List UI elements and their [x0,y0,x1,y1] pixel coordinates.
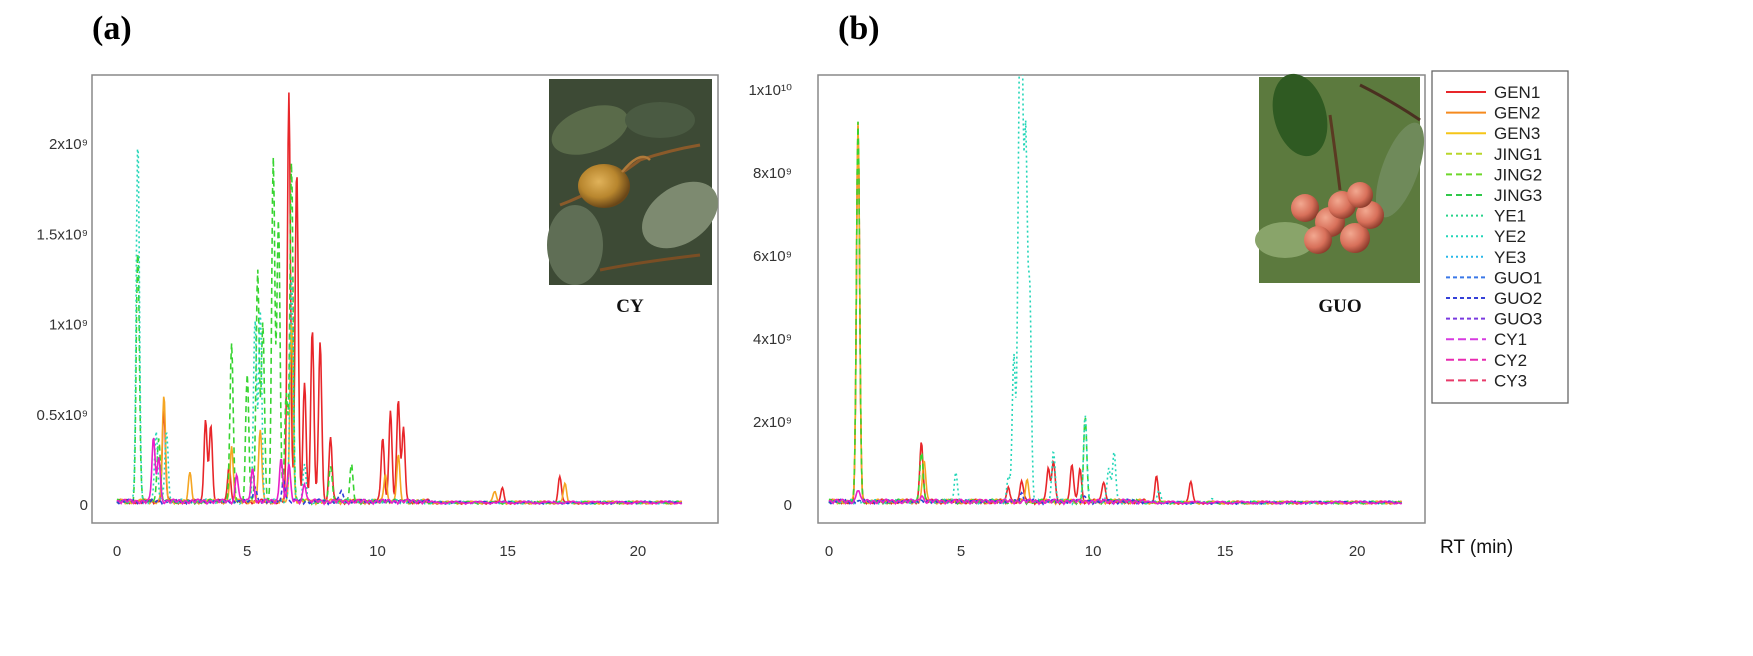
fruit-photo-guo-icon [1255,73,1425,283]
plot-a-area [116,92,683,506]
fruit-photo-cy-icon [547,79,718,285]
legend-label-ye1: YE1 [1494,207,1526,226]
legend-label-jing1: JING1 [1494,145,1542,164]
x-tick-label: 20 [630,543,647,560]
caption-cy: CY [616,296,644,317]
legend-label-cy2: CY2 [1494,351,1527,370]
panel-b-label: (b) [838,10,880,47]
x-tick-label: 10 [1085,543,1102,560]
x-tick-label: 5 [243,543,251,560]
legend-label-guo2: GUO2 [1494,289,1542,308]
x-tick-label: 15 [1217,543,1234,560]
legend-label-guo3: GUO3 [1494,310,1542,329]
legend-label-gen3: GEN3 [1494,124,1540,143]
panel-a-label: (a) [92,10,132,47]
legend-label-gen2: GEN2 [1494,104,1540,123]
legend-box [1431,70,1569,404]
legend-label-ye2: YE2 [1494,227,1526,246]
y-tick-label: 1x10¹⁰ [748,82,792,99]
plot-a-axes: 0 5 10 15 20 0 0.5x10⁹ 1x10⁹ 1.5x10⁹ 2x10⁹ [37,136,647,560]
legend-label-guo1: GUO1 [1494,268,1542,287]
y-tick-label: 1.5x10⁹ [37,226,88,243]
x-tick-label: 10 [369,543,386,560]
series-line-cy [116,437,683,506]
x-tick-label: 20 [1349,543,1366,560]
plot-b-axes: 0 5 10 15 20 0 2x10⁹ 4x10⁹ 6x10⁹ 8x10⁹ 1x10¹⁰ [748,82,1365,560]
x-tick-label: 15 [499,543,516,560]
x-axis-label: RT (min) [1440,537,1513,558]
x-tick-label: 5 [957,543,965,560]
y-tick-label: 6x10⁹ [753,248,792,265]
y-tick-label: 0.5x10⁹ [37,407,88,424]
plot-b-area [828,75,1403,506]
legend-label-jing3: JING3 [1494,186,1542,205]
y-tick-label: 2x10⁹ [49,136,88,153]
legend-label-cy1: CY1 [1494,330,1527,349]
legend-label-jing2: JING2 [1494,165,1542,184]
y-tick-label: 0 [80,497,88,514]
legend-label-gen1: GEN1 [1494,83,1540,102]
x-tick-label: 0 [113,543,121,560]
y-tick-label: 2x10⁹ [753,414,792,431]
y-tick-label: 4x10⁹ [753,331,792,348]
y-tick-label: 8x10⁹ [753,165,792,182]
y-tick-label: 0 [784,497,792,514]
x-tick-label: 0 [825,543,833,560]
legend-label-cy3: CY3 [1494,371,1527,390]
y-tick-label: 1x10⁹ [49,317,88,334]
legend-label-ye3: YE3 [1494,248,1526,267]
series-line-cy [828,489,1403,506]
caption-guo: GUO [1318,296,1361,317]
